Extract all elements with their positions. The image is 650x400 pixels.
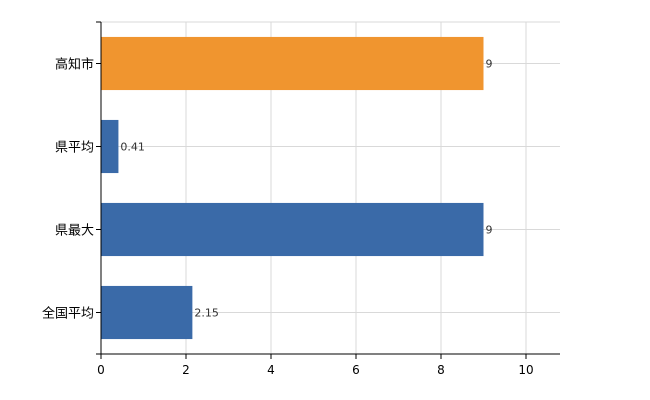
- axes: [96, 21, 560, 359]
- x-tick-label-2: 4: [267, 363, 275, 377]
- category-label-3: 全国平均: [42, 306, 94, 322]
- data-label-2: 9: [486, 224, 493, 237]
- bar-1: [101, 119, 119, 174]
- x-tick-label-1: 2: [182, 363, 190, 377]
- x-tick-label-0: 0: [97, 363, 105, 377]
- bars: [101, 36, 484, 340]
- bar-2: [101, 202, 484, 257]
- x-tick-label-5: 10: [518, 363, 533, 377]
- category-label-0: 高知市: [55, 57, 94, 73]
- data-label-3: 2.15: [194, 307, 219, 320]
- category-label-2: 県最大: [55, 224, 94, 239]
- bar-0: [101, 36, 484, 91]
- category-label-1: 県平均: [55, 141, 94, 156]
- x-tick-label-4: 8: [437, 363, 445, 377]
- bar-3: [101, 285, 193, 340]
- x-tick-label-3: 6: [352, 363, 360, 377]
- data-label-1: 0.41: [120, 141, 145, 154]
- data-label-0: 9: [486, 58, 493, 71]
